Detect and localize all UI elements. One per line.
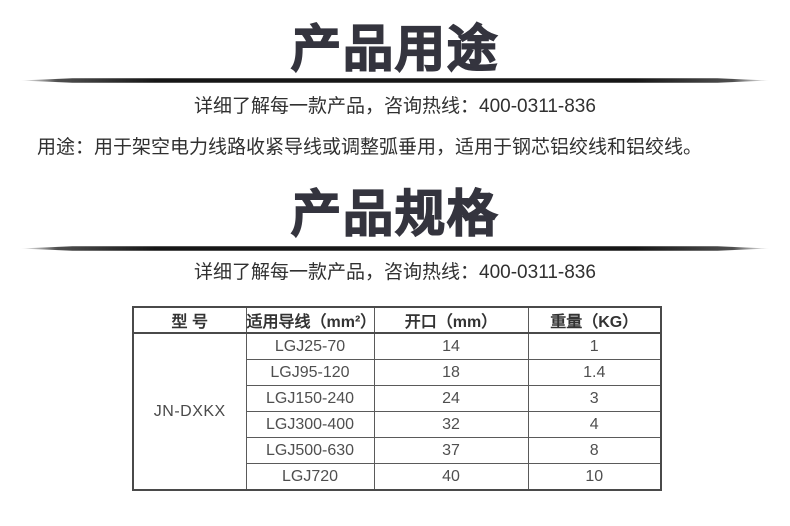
header-weight: 重量（KG） xyxy=(527,306,662,334)
model-cell: JN-DXKX xyxy=(132,332,247,491)
table-row: JN-DXKX LGJ25-70 14 1 xyxy=(132,332,662,491)
conductor-cell: LGJ300-400 xyxy=(245,411,375,438)
table-row: LGJ720 40 10 xyxy=(133,463,662,491)
opening-cell: 24 xyxy=(373,385,529,412)
tapered-divider-line xyxy=(20,246,770,251)
table-row: LGJ500-630 37 8 xyxy=(133,437,662,464)
conductor-cell: LGJ95-120 xyxy=(245,359,375,386)
table-row: LGJ150-240 24 3 xyxy=(133,385,662,412)
conductor-cell: LGJ500-630 xyxy=(245,437,375,464)
spec-table: 型 号 适用导线（mm²） 开口（mm） 重量（KG） JN-DXKX LGJ2… xyxy=(132,306,662,491)
weight-cell: 1.4 xyxy=(527,359,662,386)
conductor-cell: LGJ150-240 xyxy=(245,385,375,412)
opening-cell: 14 xyxy=(373,332,529,360)
spec-table-header-row: 型 号 适用导线（mm²） 开口（mm） 重量（KG） xyxy=(132,306,662,334)
weight-cell: 3 xyxy=(527,385,662,412)
opening-cell: 40 xyxy=(373,463,529,491)
specs-section-title: 产品规格 xyxy=(290,186,499,242)
conductor-cell: LGJ25-70 xyxy=(245,332,375,360)
opening-cell: 37 xyxy=(373,437,529,464)
header-conductor: 适用导线（mm²） xyxy=(245,306,376,334)
table-row: LGJ95-120 18 1.4 xyxy=(133,359,662,386)
header-opening: 开口（mm） xyxy=(373,306,529,334)
opening-cell: 18 xyxy=(373,359,529,386)
opening-cell: 32 xyxy=(373,411,529,438)
hotline-text: 详细了解每一款产品，咨询热线：400-0311-836 xyxy=(194,96,596,117)
usage-section-title: 产品用途 xyxy=(290,21,499,77)
conductor-cell: LGJ720 xyxy=(245,463,375,491)
hotline-text: 详细了解每一款产品，咨询热线：400-0311-836 xyxy=(194,262,596,283)
header-model: 型 号 xyxy=(132,306,247,334)
weight-cell: 10 xyxy=(527,463,662,491)
usage-description: 用途：用于架空电力线路收紧导线或调整弧垂用，适用于钢芯铝绞线和铝绞线。 xyxy=(37,137,703,158)
weight-cell: 8 xyxy=(527,437,662,464)
tapered-divider-line xyxy=(20,78,770,83)
weight-cell: 4 xyxy=(527,411,662,438)
weight-cell: 1 xyxy=(527,332,662,360)
